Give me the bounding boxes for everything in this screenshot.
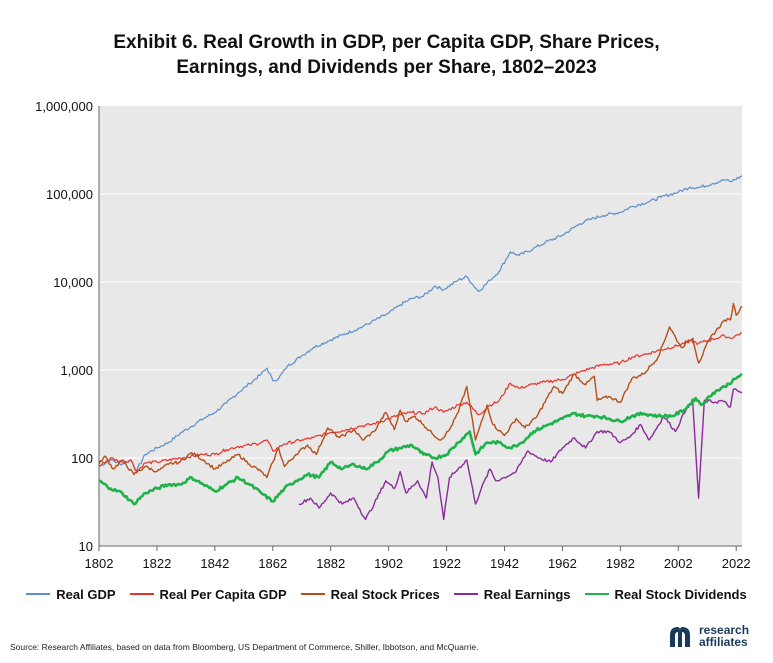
legend-label: Real GDP [56,586,116,602]
chart-svg: 1,000,000 100,000 10,000 1,000 100 10 1802 1822… [35,99,751,571]
y-tick-label: 100,000 [46,187,93,202]
legend-item: Real Stock Dividends [584,586,747,602]
chart-legend: Real GDP Real Per Capita GDP Real Stock Pr… [0,582,773,606]
logo-text-line2: affiliates [699,635,748,649]
series-line-real-stock-dividends [98,372,743,506]
x-tick-label: 1862 [258,556,287,571]
chart-title-line2: Earnings, and Dividends per Share, 1802–… [176,57,597,78]
research-affiliates-logo: research affiliates [667,623,749,649]
legend-swatch [453,593,478,595]
x-tick-label: 1962 [548,556,577,571]
x-tick-label: 1982 [606,556,635,571]
y-tick-label: 100 [71,451,93,466]
research-affiliates-logo-icon [670,627,690,647]
x-tick-label: 1942 [490,556,519,571]
legend-swatch [129,593,154,595]
series-line-real-stock-prices [98,302,743,479]
legend-label: Real Earnings [483,586,571,602]
legend-label: Real Per Capita GDP [159,586,287,602]
legend-label: Real Stock Prices [330,586,440,602]
series-line-real-earnings [298,388,743,521]
x-tick-label: 1822 [142,556,171,571]
series-line-real-gdp [98,175,743,472]
legend-item: Real GDP [26,586,116,602]
chart-title: Exhibit 6. Real Growth in GDP, per Capit… [0,30,773,80]
legend-label: Real Stock Dividends [614,586,747,602]
x-tick-label: 1922 [432,556,461,571]
legend-swatch [300,593,325,595]
logo-text-line1: research [699,623,750,637]
x-tick-label: 1902 [374,556,403,571]
y-tick-label: 10,000 [53,275,93,290]
series-line-real-per-capita-gdp [98,332,743,473]
legend-swatch [26,593,51,595]
x-tick-label: 1882 [316,556,345,571]
x-tick-label: 1802 [85,556,114,571]
y-tick-label: 1,000 [60,363,93,378]
source-note: Source: Research Affiliates, based on da… [10,642,479,652]
y-tick-label: 1,000,000 [35,99,93,114]
plot-area [99,106,742,546]
legend-swatch [584,593,609,595]
legend-item: Real Earnings [453,586,571,602]
legend-item: Real Per Capita GDP [129,586,287,602]
x-tick-label: 2002 [664,556,693,571]
x-tick-label: 2022 [722,556,751,571]
chart-title-line1: Exhibit 6. Real Growth in GDP, per Capit… [113,32,660,53]
y-tick-label: 10 [79,539,93,554]
x-tick-label: 1842 [200,556,229,571]
legend-item: Real Stock Prices [300,586,440,602]
